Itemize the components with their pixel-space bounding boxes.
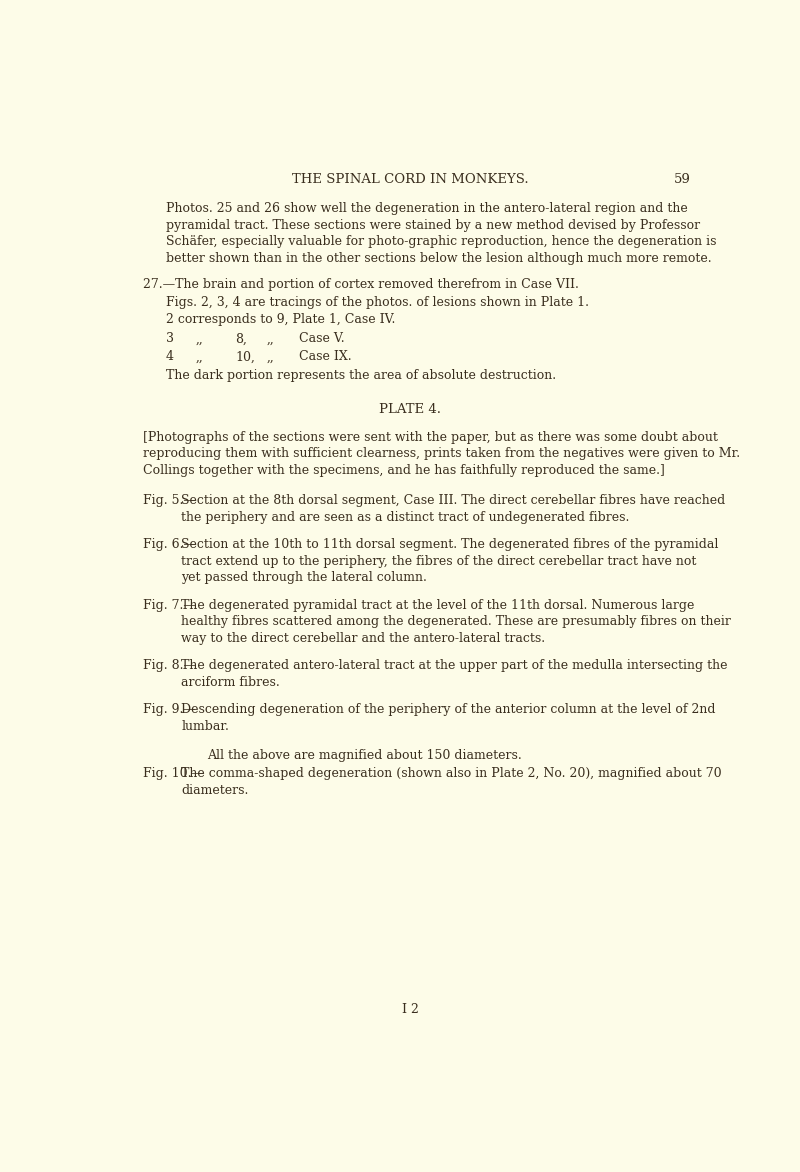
Text: 59: 59 bbox=[674, 173, 690, 186]
Text: All the above are magnified about 150 diameters.: All the above are magnified about 150 di… bbox=[207, 749, 522, 762]
Text: reproducing them with sufficient clearness, prints taken from the negatives were: reproducing them with sufficient clearne… bbox=[142, 448, 740, 461]
Text: 3: 3 bbox=[166, 333, 174, 346]
Text: 27.—The brain and portion of cortex removed therefrom in Case VII.: 27.—The brain and portion of cortex remo… bbox=[142, 279, 578, 292]
Text: Fig. 7.—: Fig. 7.— bbox=[142, 599, 195, 612]
Text: [Photographs of the sections were sent with the paper, but as there was some dou: [Photographs of the sections were sent w… bbox=[142, 431, 718, 444]
Text: way to the direct cerebellar and the antero-lateral tracts.: way to the direct cerebellar and the ant… bbox=[182, 632, 546, 645]
Text: healthy fibres scattered among the degenerated. These are presumably fibres on t: healthy fibres scattered among the degen… bbox=[182, 615, 731, 628]
Text: Fig. 8.—: Fig. 8.— bbox=[142, 659, 196, 673]
Text: better shown than in the other sections below the lesion although much more remo: better shown than in the other sections … bbox=[166, 252, 711, 265]
Text: Descending degeneration of the periphery of the anterior column at the level of : Descending degeneration of the periphery… bbox=[182, 703, 716, 716]
Text: diameters.: diameters. bbox=[182, 784, 249, 797]
Text: 4: 4 bbox=[166, 350, 174, 363]
Text: Section at the 8th dorsal segment, Case III. The direct cerebellar fibres have r: Section at the 8th dorsal segment, Case … bbox=[182, 495, 726, 507]
Text: Photos. 25 and 26 show well the degeneration in the antero-lateral region and th: Photos. 25 and 26 show well the degenera… bbox=[166, 203, 688, 216]
Text: yet passed through the lateral column.: yet passed through the lateral column. bbox=[182, 572, 427, 585]
Text: tract extend up to the periphery, the fibres of the direct cerebellar tract have: tract extend up to the periphery, the fi… bbox=[182, 554, 697, 568]
Text: Section at the 10th to 11th dorsal segment. The degenerated fibres of the pyrami: Section at the 10th to 11th dorsal segme… bbox=[182, 538, 718, 551]
Text: ,,: ,, bbox=[266, 333, 274, 346]
Text: Collings together with the specimens, and he has faithfully reproduced the same.: Collings together with the specimens, an… bbox=[142, 464, 665, 477]
Text: lumbar.: lumbar. bbox=[182, 720, 230, 732]
Text: Fig. 10.—: Fig. 10.— bbox=[142, 768, 204, 781]
Text: The dark portion represents the area of absolute destruction.: The dark portion represents the area of … bbox=[166, 369, 556, 382]
Text: Fig. 6.—: Fig. 6.— bbox=[142, 538, 196, 551]
Text: THE SPINAL CORD IN MONKEYS.: THE SPINAL CORD IN MONKEYS. bbox=[292, 173, 528, 186]
Text: The degenerated antero-lateral tract at the upper part of the medulla intersecti: The degenerated antero-lateral tract at … bbox=[182, 659, 728, 673]
Text: The degenerated pyramidal tract at the level of the 11th dorsal. Numerous large: The degenerated pyramidal tract at the l… bbox=[182, 599, 694, 612]
Text: 10,: 10, bbox=[236, 350, 255, 363]
Text: pyramidal tract. These sections were stained by a new method devised by Professo: pyramidal tract. These sections were sta… bbox=[166, 219, 700, 232]
Text: ,,: ,, bbox=[195, 350, 203, 363]
Text: Fig. 9.—: Fig. 9.— bbox=[142, 703, 195, 716]
Text: Figs. 2, 3, 4 are tracings of the photos. of lesions shown in Plate 1.: Figs. 2, 3, 4 are tracings of the photos… bbox=[166, 295, 589, 308]
Text: Fig. 5.—: Fig. 5.— bbox=[142, 495, 195, 507]
Text: I 2: I 2 bbox=[402, 1003, 418, 1016]
Text: PLATE 4.: PLATE 4. bbox=[379, 403, 441, 416]
Text: 2 corresponds to 9, Plate 1, Case IV.: 2 corresponds to 9, Plate 1, Case IV. bbox=[166, 313, 395, 326]
Text: Case V.: Case V. bbox=[299, 333, 345, 346]
Text: ,,: ,, bbox=[266, 350, 274, 363]
Text: Schäfer, especially valuable for photo-graphic reproduction, hence the degenerat: Schäfer, especially valuable for photo-g… bbox=[166, 236, 716, 248]
Text: the periphery and are seen as a distinct tract of undegenerated fibres.: the periphery and are seen as a distinct… bbox=[182, 511, 630, 524]
Text: ,,: ,, bbox=[195, 333, 203, 346]
Text: arciform fibres.: arciform fibres. bbox=[182, 676, 280, 689]
Text: Case IX.: Case IX. bbox=[299, 350, 352, 363]
Text: 8,: 8, bbox=[236, 333, 247, 346]
Text: The comma-shaped degeneration (shown also in Plate 2, No. 20), magnified about 7: The comma-shaped degeneration (shown als… bbox=[182, 768, 722, 781]
